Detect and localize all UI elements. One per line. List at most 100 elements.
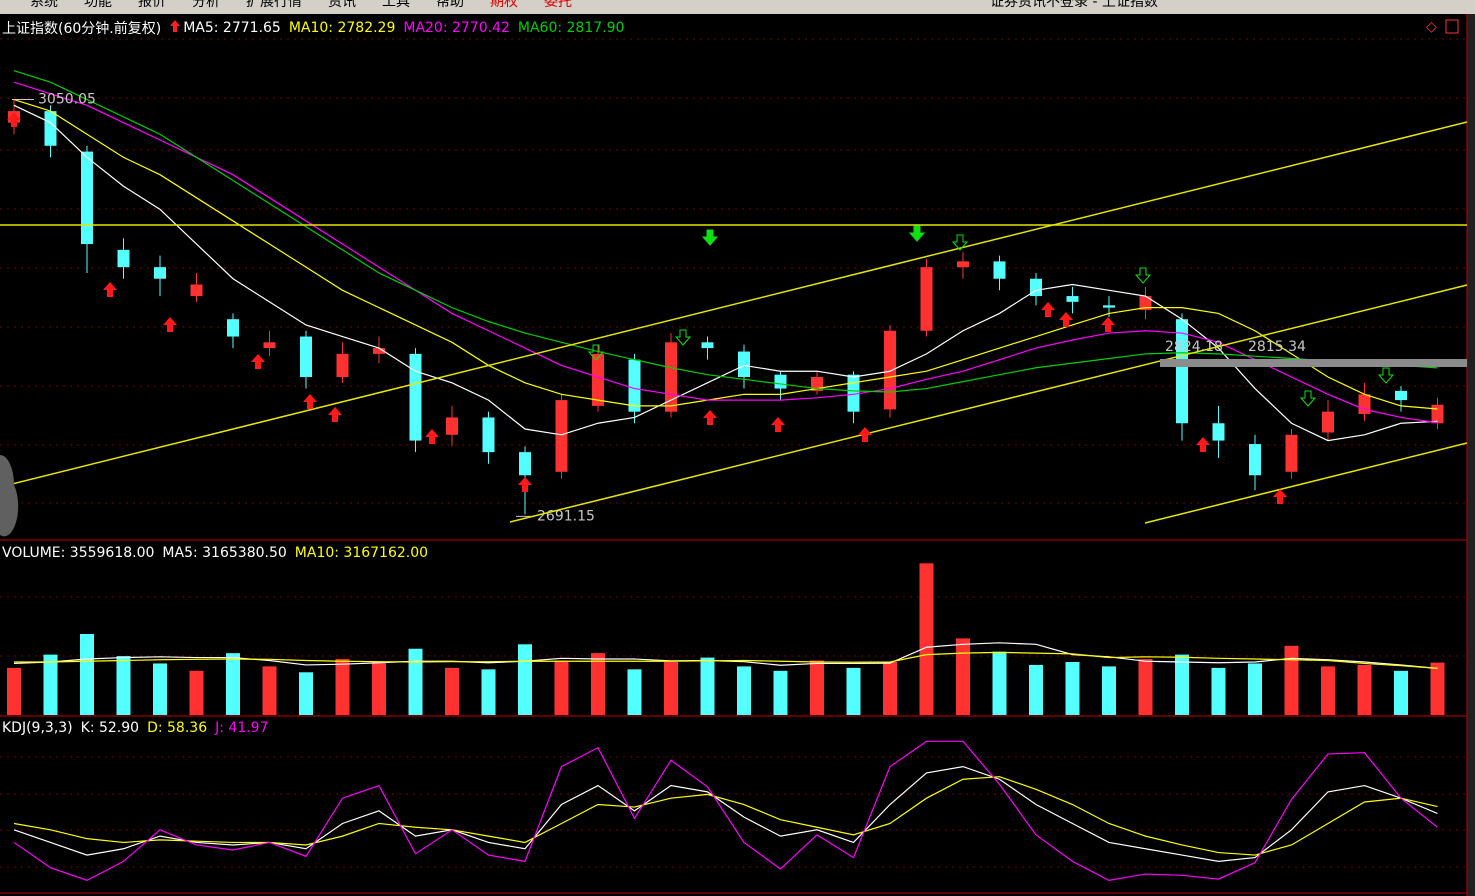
candle-body [1322, 411, 1334, 433]
sell-signal [1299, 390, 1317, 407]
legend-entry: MA5: 3165380.50 [162, 545, 287, 561]
buy-signal [1059, 312, 1073, 327]
volume-bar [1175, 654, 1189, 715]
ma-line [13, 104, 1438, 442]
volume-bar [481, 669, 496, 715]
menu-item[interactable]: 帮助 [436, 0, 464, 10]
ma-line [13, 98, 1438, 410]
panel-title: VOLUME: 3559618.00 [2, 545, 155, 561]
legend-entry: MA10: 3167162.00 [294, 545, 429, 561]
menu-item[interactable]: 期权 [490, 0, 518, 10]
volume-bar [992, 651, 1007, 715]
candle-body [300, 336, 312, 377]
candle-body [227, 319, 239, 337]
volume-bar [335, 659, 350, 715]
price-annotation: 2815.34 [1248, 339, 1306, 355]
candle-body [336, 353, 349, 377]
buy-signal [251, 354, 265, 369]
price-band [1160, 359, 1467, 367]
menu-item[interactable]: 报价 [138, 0, 166, 10]
candle-body [701, 342, 714, 349]
candle-body [263, 342, 276, 349]
candle-body [1431, 404, 1444, 424]
legend-entry: MA60: 2817.90 [517, 20, 625, 36]
candle-body [1285, 434, 1298, 472]
menu-item[interactable]: 资讯 [328, 0, 356, 10]
sell-signal [587, 344, 605, 361]
kdj-header: KDJ(9,3,3) K: 52.90 D: 58.36 J: 41.97 [2, 720, 268, 736]
plot: 3050.05 2691.15 2824.18 2815.34 [7, 70, 1445, 882]
volume-bar [919, 563, 934, 715]
volume-bar [189, 670, 204, 715]
ma-line [14, 651, 1438, 669]
buy-signal [771, 417, 785, 432]
buy-signal [1196, 437, 1210, 452]
sell-signal [1134, 267, 1152, 284]
menu-item[interactable]: 工具 [382, 0, 410, 10]
candle-body [1358, 394, 1371, 414]
candle-body [774, 374, 787, 389]
volume-bar [153, 663, 167, 715]
volume-bar [80, 634, 94, 715]
legend-entry: J: 41.97 [215, 720, 269, 736]
volume-bar [846, 667, 861, 715]
volume-bar [1357, 664, 1372, 715]
volume-bar [1138, 659, 1153, 715]
buy-signal [163, 317, 177, 332]
menu-item[interactable]: 分析 [192, 0, 220, 10]
trend-line [0, 121, 1468, 488]
buy-signal [1101, 317, 1115, 332]
sell-signal [1377, 367, 1395, 384]
price-annotation: 2824.18 [1165, 339, 1223, 355]
sell-signal [951, 234, 969, 251]
candle-body [993, 261, 1006, 279]
volume-bar [116, 656, 131, 715]
buy-signal [1273, 489, 1287, 504]
volume-bar [372, 661, 386, 715]
sell-signal [674, 329, 692, 346]
buy-signal [425, 429, 439, 444]
menu-item[interactable]: 系统 [30, 0, 58, 10]
volume-bar [1321, 666, 1335, 715]
volume-bar [956, 638, 970, 715]
window-title: 证券资讯不登录 - 上证指数 [990, 0, 1158, 10]
legend-entry: MA10: 2782.29 [288, 20, 396, 36]
candle-body [1103, 305, 1115, 308]
candle-body [373, 348, 385, 354]
sell-signal [701, 229, 719, 246]
trend-line [509, 284, 1468, 523]
ma-line [13, 81, 1438, 424]
candle-body [1066, 296, 1079, 302]
up-icon [169, 19, 181, 37]
menu-item[interactable]: 功能 [84, 0, 112, 10]
candle-body [555, 400, 568, 472]
volume-bar [700, 657, 715, 715]
buy-signal [303, 394, 317, 409]
candle-body [957, 261, 969, 268]
buy-signal [858, 427, 872, 442]
volume-bar [591, 653, 605, 715]
volume-bar [445, 667, 459, 715]
volume-bar [664, 661, 678, 715]
candle-body [1212, 423, 1225, 441]
menu-item[interactable]: 扩展行情 [246, 0, 302, 10]
volume-bar [518, 644, 532, 715]
buy-signal [103, 282, 117, 297]
candle-body [1249, 444, 1261, 476]
trend-line [1144, 442, 1468, 524]
candle-body [44, 111, 57, 146]
volume-bar [810, 660, 824, 715]
ma-line [13, 70, 1438, 393]
legend-entry: K: 52.90 [80, 720, 140, 736]
volume-bar [7, 667, 21, 715]
candle-body [811, 376, 823, 391]
window-control[interactable] [1445, 19, 1459, 34]
menu-item[interactable]: 委托 [544, 0, 572, 10]
candle-body [847, 374, 860, 412]
buy-signal [1041, 302, 1055, 317]
volume-bar [1394, 670, 1408, 715]
window-control[interactable]: ◇ [1426, 19, 1437, 35]
candle-body [190, 284, 203, 297]
